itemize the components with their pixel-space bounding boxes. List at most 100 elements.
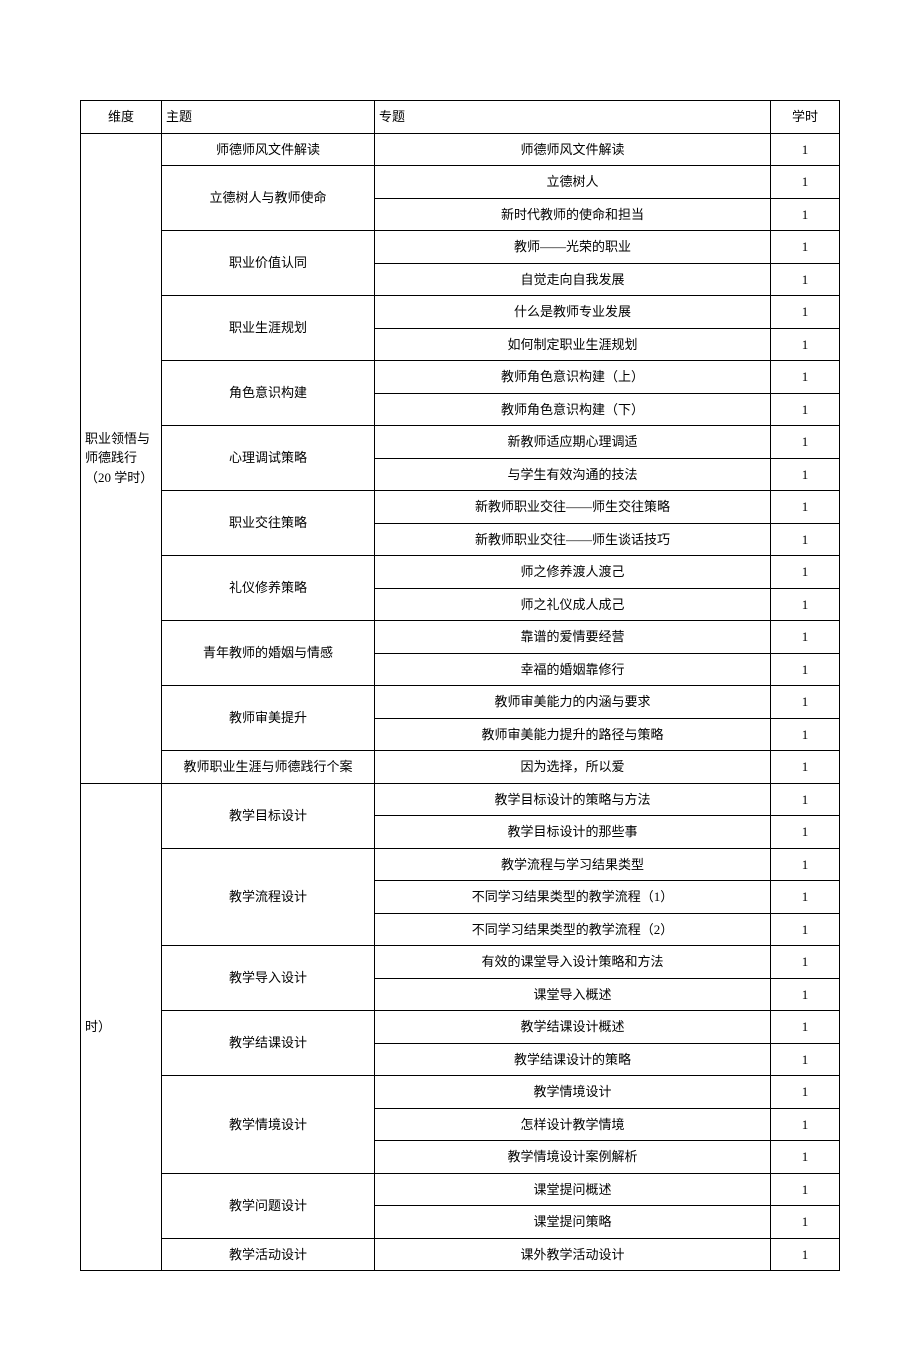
hours-cell: 1 xyxy=(771,263,840,296)
table-row: 职业价值认同教师――光荣的职业1 xyxy=(81,231,840,264)
hours-cell: 1 xyxy=(771,166,840,199)
hours-cell: 1 xyxy=(771,393,840,426)
topic-cell: 教学目标设计的那些事 xyxy=(375,816,771,849)
topic-cell: 自觉走向自我发展 xyxy=(375,263,771,296)
hours-cell: 1 xyxy=(771,198,840,231)
theme-cell: 师德师风文件解读 xyxy=(162,133,375,166)
hours-cell: 1 xyxy=(771,1141,840,1174)
theme-cell: 心理调试策略 xyxy=(162,426,375,491)
header-theme: 主题 xyxy=(162,101,375,134)
table-row: 立德树人与教师使命立德树人1 xyxy=(81,166,840,199)
table-row: 职业生涯规划什么是教师专业发展1 xyxy=(81,296,840,329)
topic-cell: 教师审美能力的内涵与要求 xyxy=(375,686,771,719)
theme-cell: 职业交往策略 xyxy=(162,491,375,556)
topic-cell: 靠谱的爱情要经营 xyxy=(375,621,771,654)
topic-cell: 课堂导入概述 xyxy=(375,978,771,1011)
theme-cell: 教学结课设计 xyxy=(162,1011,375,1076)
topic-cell: 不同学习结果类型的教学流程（2） xyxy=(375,913,771,946)
topic-cell: 教师角色意识构建（下） xyxy=(375,393,771,426)
hours-cell: 1 xyxy=(771,913,840,946)
hours-cell: 1 xyxy=(771,556,840,589)
topic-cell: 因为选择，所以爱 xyxy=(375,751,771,784)
hours-cell: 1 xyxy=(771,1206,840,1239)
table-header-row: 维度主题专题学时 xyxy=(81,101,840,134)
hours-cell: 1 xyxy=(771,491,840,524)
theme-cell: 职业价值认同 xyxy=(162,231,375,296)
table-row: 青年教师的婚姻与情感靠谱的爱情要经营1 xyxy=(81,621,840,654)
topic-cell: 不同学习结果类型的教学流程（1） xyxy=(375,881,771,914)
topic-cell: 教学情境设计 xyxy=(375,1076,771,1109)
dimension-cell: 时） xyxy=(81,783,162,1271)
hours-cell: 1 xyxy=(771,1173,840,1206)
table-row: 教学结课设计教学结课设计概述1 xyxy=(81,1011,840,1044)
hours-cell: 1 xyxy=(771,328,840,361)
hours-cell: 1 xyxy=(771,881,840,914)
hours-cell: 1 xyxy=(771,523,840,556)
topic-cell: 师德师风文件解读 xyxy=(375,133,771,166)
topic-cell: 怎样设计教学情境 xyxy=(375,1108,771,1141)
topic-cell: 与学生有效沟通的技法 xyxy=(375,458,771,491)
table-row: 教学活动设计课外教学活动设计1 xyxy=(81,1238,840,1271)
hours-cell: 1 xyxy=(771,588,840,621)
topic-cell: 教师角色意识构建（上） xyxy=(375,361,771,394)
hours-cell: 1 xyxy=(771,426,840,459)
hours-cell: 1 xyxy=(771,1076,840,1109)
dimension-cell: 职业领悟与师德践行（20 学时） xyxy=(81,133,162,783)
topic-cell: 课外教学活动设计 xyxy=(375,1238,771,1271)
hours-cell: 1 xyxy=(771,1238,840,1271)
hours-cell: 1 xyxy=(771,296,840,329)
topic-cell: 教学结课设计概述 xyxy=(375,1011,771,1044)
topic-cell: 课堂提问策略 xyxy=(375,1206,771,1239)
table-row: 教学流程设计教学流程与学习结果类型1 xyxy=(81,848,840,881)
theme-cell: 教师审美提升 xyxy=(162,686,375,751)
table-row: 职业交往策略新教师职业交往――师生交往策略1 xyxy=(81,491,840,524)
topic-cell: 新教师职业交往――师生交往策略 xyxy=(375,491,771,524)
topic-cell: 教学结课设计的策略 xyxy=(375,1043,771,1076)
header-dimension: 维度 xyxy=(81,101,162,134)
topic-cell: 教学流程与学习结果类型 xyxy=(375,848,771,881)
topic-cell: 课堂提问概述 xyxy=(375,1173,771,1206)
hours-cell: 1 xyxy=(771,231,840,264)
theme-cell: 教学情境设计 xyxy=(162,1076,375,1174)
topic-cell: 教师――光荣的职业 xyxy=(375,231,771,264)
theme-cell: 角色意识构建 xyxy=(162,361,375,426)
topic-cell: 教学目标设计的策略与方法 xyxy=(375,783,771,816)
hours-cell: 1 xyxy=(771,621,840,654)
table-row: 时）教学目标设计教学目标设计的策略与方法1 xyxy=(81,783,840,816)
table-row: 角色意识构建教师角色意识构建（上）1 xyxy=(81,361,840,394)
theme-cell: 教学目标设计 xyxy=(162,783,375,848)
hours-cell: 1 xyxy=(771,686,840,719)
hours-cell: 1 xyxy=(771,783,840,816)
hours-cell: 1 xyxy=(771,816,840,849)
table-row: 教学问题设计课堂提问概述1 xyxy=(81,1173,840,1206)
topic-cell: 立德树人 xyxy=(375,166,771,199)
hours-cell: 1 xyxy=(771,751,840,784)
topic-cell: 教师审美能力提升的路径与策略 xyxy=(375,718,771,751)
hours-cell: 1 xyxy=(771,653,840,686)
topic-cell: 教学情境设计案例解析 xyxy=(375,1141,771,1174)
document-page: 维度主题专题学时职业领悟与师德践行（20 学时）师德师风文件解读师德师风文件解读… xyxy=(0,0,920,1371)
theme-cell: 青年教师的婚姻与情感 xyxy=(162,621,375,686)
topic-cell: 新时代教师的使命和担当 xyxy=(375,198,771,231)
hours-cell: 1 xyxy=(771,1108,840,1141)
table-row: 心理调试策略新教师适应期心理调适1 xyxy=(81,426,840,459)
topic-cell: 什么是教师专业发展 xyxy=(375,296,771,329)
hours-cell: 1 xyxy=(771,1043,840,1076)
theme-cell: 教师职业生涯与师德践行个案 xyxy=(162,751,375,784)
hours-cell: 1 xyxy=(771,1011,840,1044)
hours-cell: 1 xyxy=(771,361,840,394)
topic-cell: 新教师职业交往——师生谈话技巧 xyxy=(375,523,771,556)
hours-cell: 1 xyxy=(771,946,840,979)
topic-cell: 如何制定职业生涯规划 xyxy=(375,328,771,361)
topic-cell: 幸福的婚姻靠修行 xyxy=(375,653,771,686)
table-row: 教师职业生涯与师德践行个案因为选择，所以爱1 xyxy=(81,751,840,784)
theme-cell: 教学流程设计 xyxy=(162,848,375,946)
header-hours: 学时 xyxy=(771,101,840,134)
theme-cell: 教学问题设计 xyxy=(162,1173,375,1238)
topic-cell: 师之修养渡人渡己 xyxy=(375,556,771,589)
topic-cell: 新教师适应期心理调适 xyxy=(375,426,771,459)
table-row: 教师审美提升教师审美能力的内涵与要求1 xyxy=(81,686,840,719)
hours-cell: 1 xyxy=(771,848,840,881)
theme-cell: 职业生涯规划 xyxy=(162,296,375,361)
table-row: 教学导入设计有效的课堂导入设计策略和方法1 xyxy=(81,946,840,979)
